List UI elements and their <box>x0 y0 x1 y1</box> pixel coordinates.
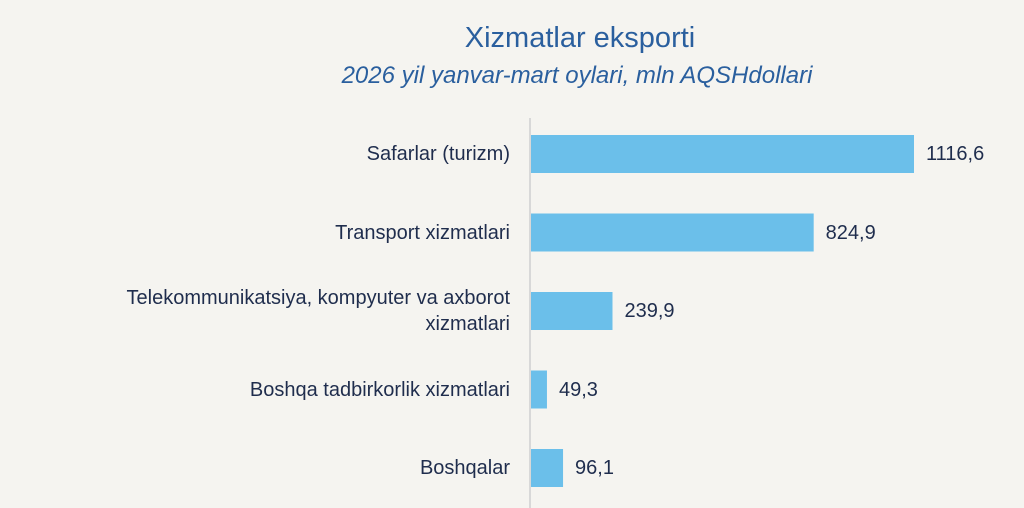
bar <box>531 292 613 330</box>
bar <box>531 135 914 173</box>
chart-subtitle: 2026 yil yanvar-mart oylari, mln AQSHdol… <box>341 62 813 89</box>
category-label: Transport xizmatlari <box>335 221 510 244</box>
category-label: Boshqa tadbirkorlik xizmatlari <box>249 378 510 401</box>
value-label: 239,9 <box>624 300 675 322</box>
bar <box>531 370 547 409</box>
category-label: Telekommunikatsiya, kompyuter va axborot… <box>126 287 511 335</box>
bar <box>531 213 814 252</box>
value-label: 96,1 <box>575 457 614 479</box>
value-label: 49,3 <box>558 378 598 401</box>
value-label: 824,9 <box>825 221 876 244</box>
value-label: 1116,6 <box>926 143 985 165</box>
category-label: Boshqalar <box>419 457 510 479</box>
category-label: Safarlar (turizm) <box>366 143 510 165</box>
chart-title: Xizmatlar eksporti <box>464 22 696 54</box>
bar <box>531 449 564 487</box>
